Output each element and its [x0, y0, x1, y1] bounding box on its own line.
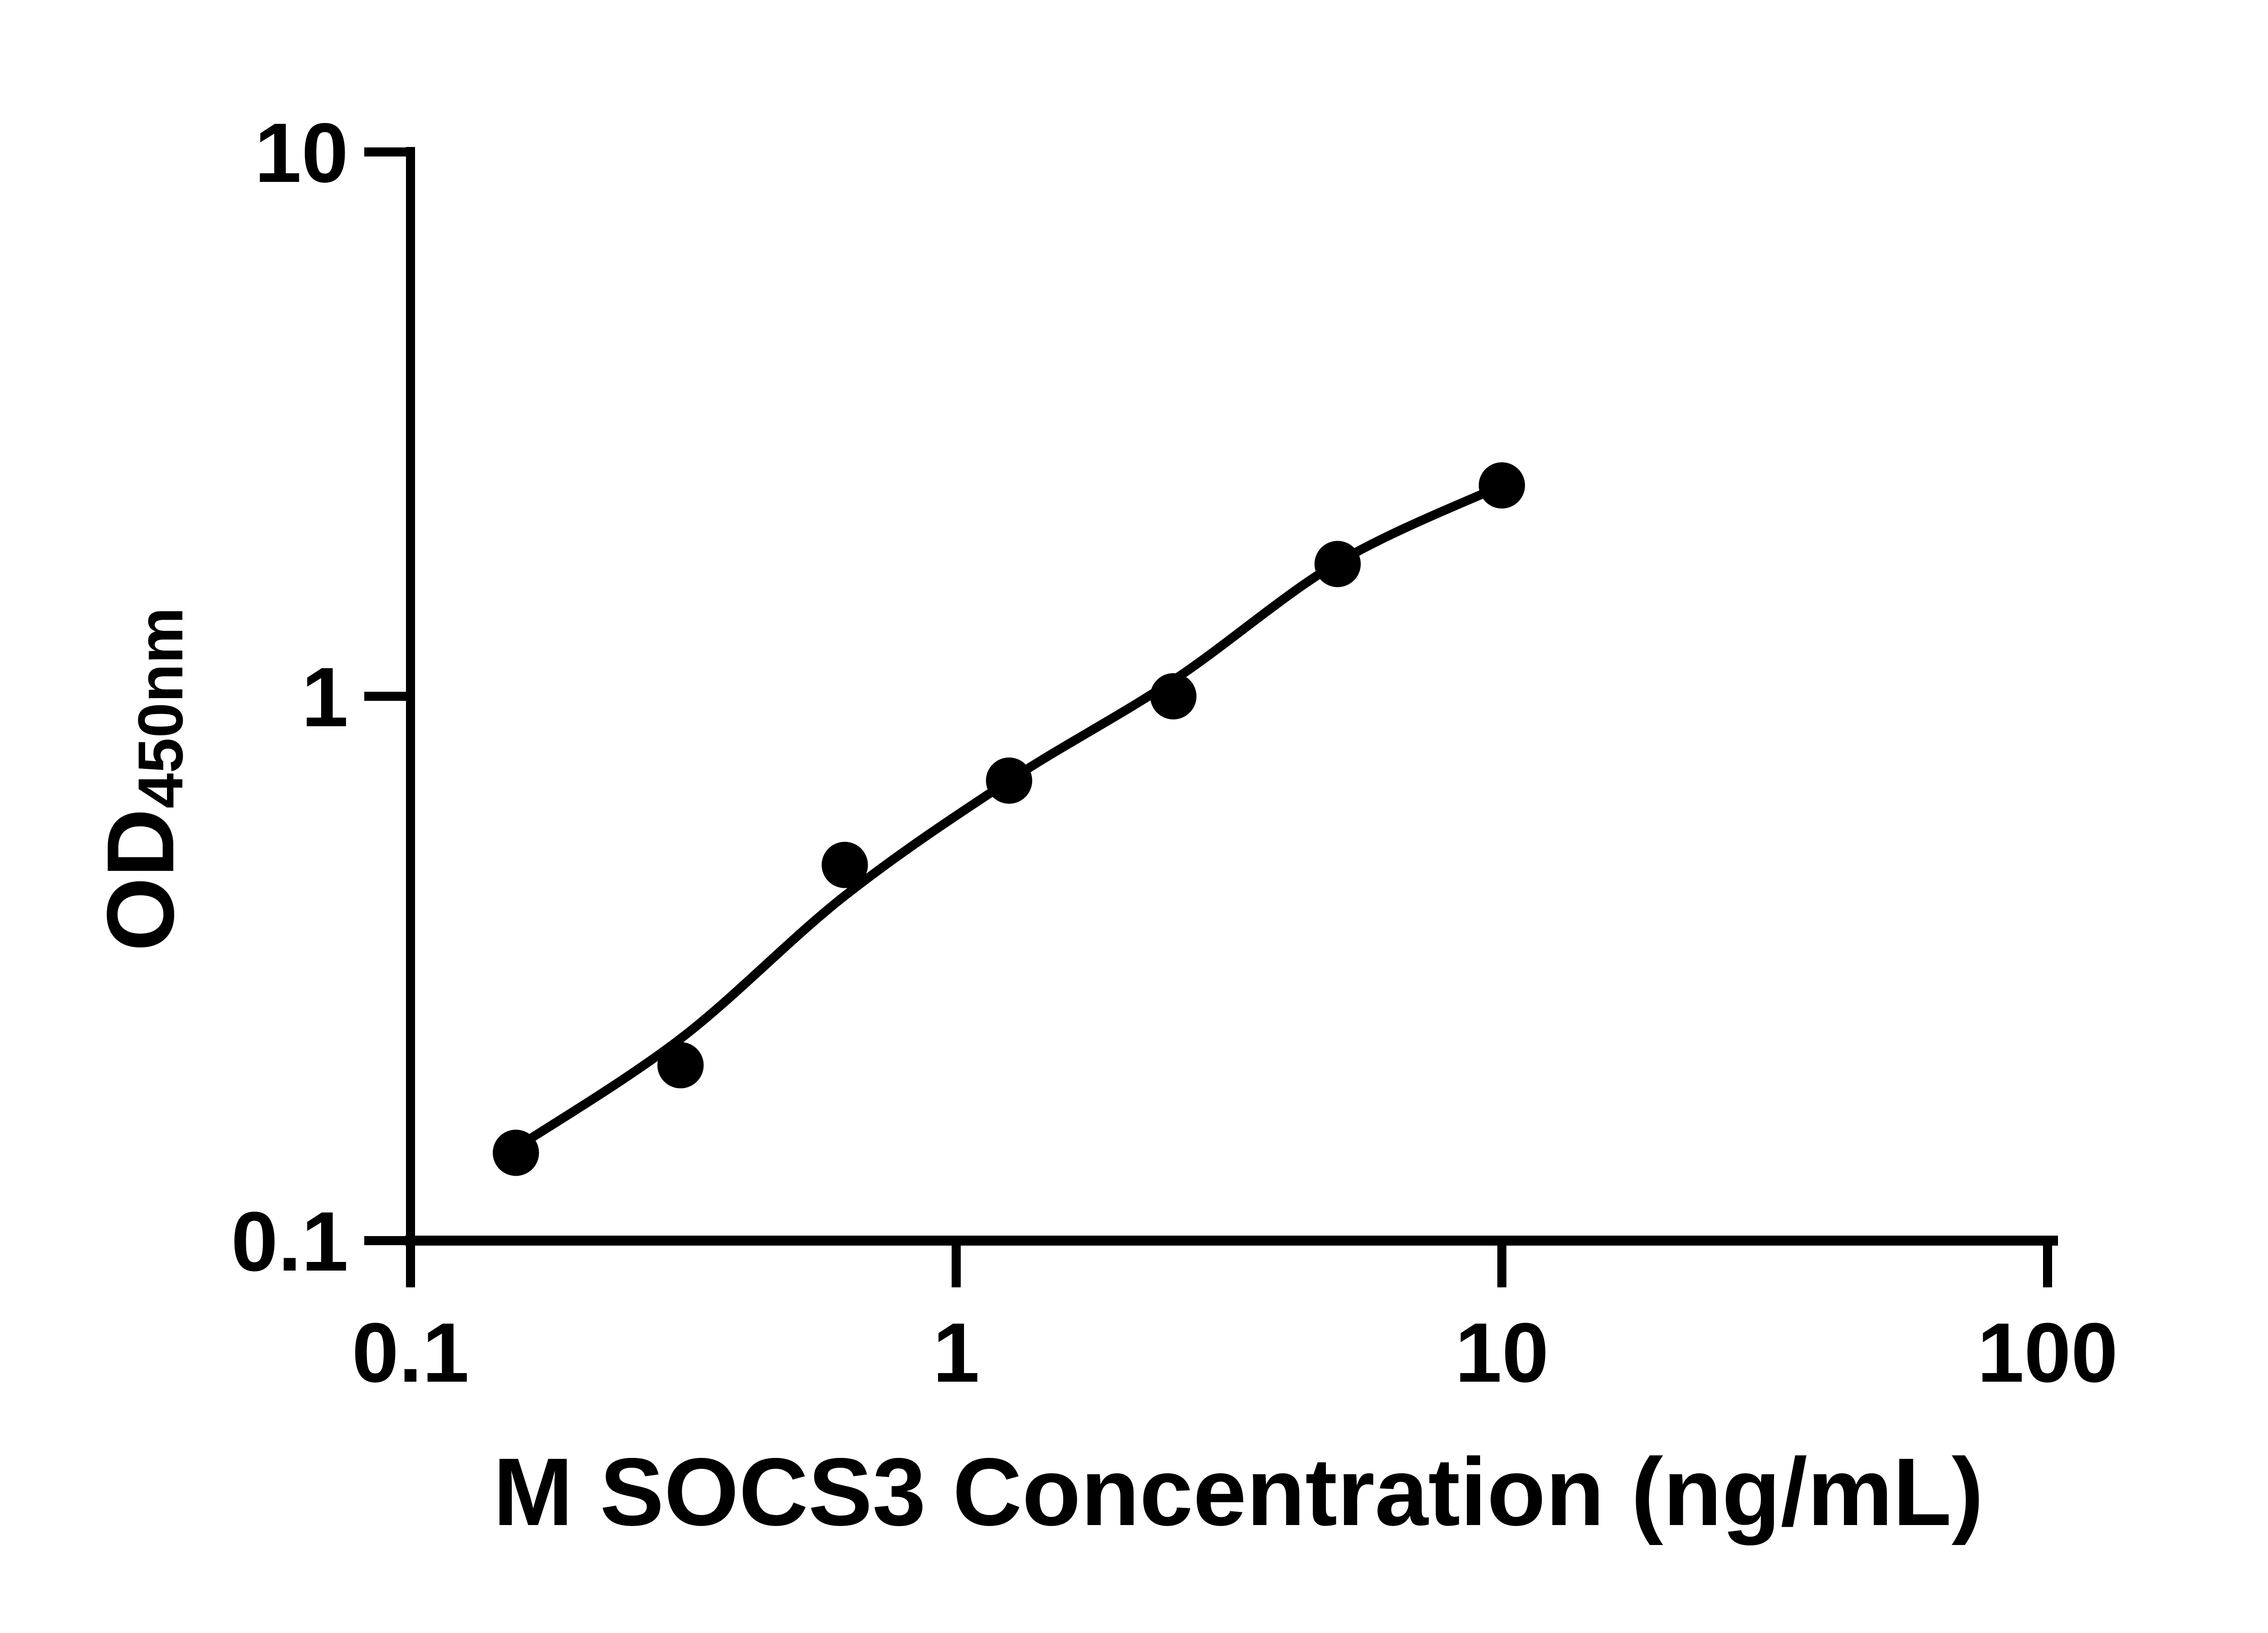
y-axis-title-main: OD [87, 808, 194, 951]
data-point-layer [493, 462, 1525, 1176]
y-tick-label: 1 [302, 650, 348, 744]
y-axis-title-subscript: 450nm [125, 607, 196, 809]
x-axis-title: M SOCS3 Concentration (ng/mL) [493, 1438, 1984, 1545]
data-point [1314, 541, 1361, 587]
tick-label-layer: 0.1 1 10 100 0.1 1 10 [231, 106, 2118, 1400]
data-point [1150, 673, 1197, 719]
data-point [986, 757, 1032, 804]
y-axis-title: OD450nm [87, 607, 196, 952]
y-tick-label: 10 [254, 106, 348, 200]
fit-curve-line [511, 481, 1506, 1153]
fit-curve-layer [511, 481, 1506, 1153]
y-tick-label: 0.1 [231, 1195, 348, 1289]
x-tick-label: 10 [1455, 1306, 1549, 1400]
data-point [493, 1129, 539, 1176]
x-tick-label: 0.1 [352, 1306, 469, 1400]
tick-layer [364, 147, 2052, 1287]
data-point [821, 841, 868, 888]
x-tick-label: 1 [933, 1306, 979, 1400]
data-point [657, 1042, 704, 1089]
axes-layer [405, 147, 2058, 1246]
data-point [1479, 462, 1525, 509]
x-tick-label: 100 [1977, 1306, 2118, 1400]
